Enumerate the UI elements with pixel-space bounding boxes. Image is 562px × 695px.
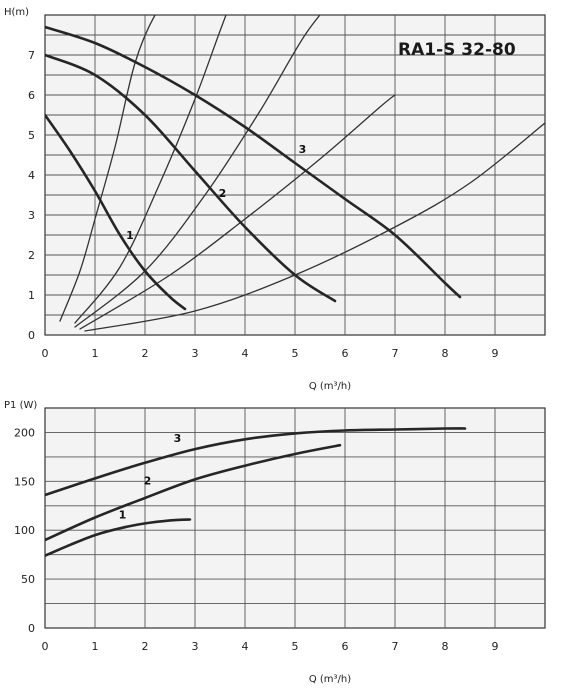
curve-label-3: 3 (174, 432, 182, 445)
y-tick-label: 100 (14, 524, 35, 537)
curve-label-1: 1 (119, 508, 127, 521)
x-tick-label: 1 (92, 347, 99, 360)
chart-title: RA1-S 32-80 (398, 40, 516, 60)
curve-label-2: 2 (219, 187, 227, 200)
x-tick-label: 2 (142, 640, 149, 653)
y-tick-label: 3 (28, 209, 35, 222)
y-tick-label: 200 (14, 426, 35, 439)
series-line-1 (45, 113, 187, 311)
gridlines (45, 15, 545, 335)
y-axis-label: P1 (W) (4, 400, 37, 411)
x-tick-label: 9 (492, 347, 499, 360)
x-tick-label: 6 (342, 347, 349, 360)
x-tick-label: 4 (242, 347, 249, 360)
x-tick-label: 0 (42, 640, 49, 653)
x-axis-label: Q (m³/h) (309, 674, 351, 685)
x-tick-label: 5 (292, 640, 299, 653)
y-tick-label: 2 (28, 249, 35, 262)
x-tick-label: 7 (392, 640, 399, 653)
chart-head: 0 1 2 3 4 5 6 7 8 9 0 1 2 3 4 5 6 7 H(m) Q (m³/h) RA1-S 32-8… (4, 7, 546, 392)
plot-lines (45, 427, 467, 557)
series-line-3 (45, 427, 467, 497)
system-curve-4 (79, 94, 396, 330)
curve-label-2: 2 (144, 474, 152, 487)
x-tick-label: 8 (442, 347, 449, 360)
x-tick-label: 5 (292, 347, 299, 360)
chart-power: 0 1 2 3 4 5 6 7 8 9 0 50 100 150 200 P1 (W) Q (m³/h) 1 2 3 (4, 400, 546, 685)
curve-label-3: 3 (299, 143, 307, 156)
y-axis-label: H(m) (4, 7, 29, 18)
x-tick-label: 1 (92, 640, 99, 653)
y-tick-label: 5 (28, 129, 35, 142)
system-curve-5 (84, 122, 545, 332)
plot-lines (45, 15, 545, 332)
x-tick-label: 4 (242, 640, 249, 653)
y-tick-label: 0 (28, 622, 35, 635)
x-tick-label: 9 (492, 640, 499, 653)
x-tick-label: 8 (442, 640, 449, 653)
y-tick-label: 50 (21, 573, 35, 586)
system-curve-1 (59, 15, 156, 322)
y-tick-label: 1 (28, 289, 35, 302)
x-tick-label: 2 (142, 347, 149, 360)
x-tick-label: 3 (192, 347, 199, 360)
x-tick-label: 7 (392, 347, 399, 360)
gridlines (45, 408, 545, 628)
system-curve-3 (74, 15, 321, 328)
series-line-2 (45, 53, 337, 303)
series-line-1 (45, 518, 192, 557)
series-line-3 (45, 25, 462, 299)
series-line-2 (45, 443, 342, 542)
y-tick-label: 4 (28, 169, 35, 182)
x-tick-label: 6 (342, 640, 349, 653)
y-tick-label: 0 (28, 329, 35, 342)
y-tick-label: 7 (28, 49, 35, 62)
x-axis-label: Q (m³/h) (309, 381, 351, 392)
x-tick-label: 3 (192, 640, 199, 653)
y-tick-label: 6 (28, 89, 35, 102)
curve-label-1: 1 (126, 229, 134, 242)
x-tick-label: 0 (42, 347, 49, 360)
y-tick-label: 150 (14, 475, 35, 488)
